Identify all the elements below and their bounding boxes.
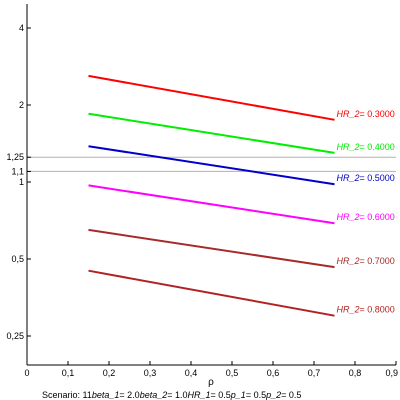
reference-lines <box>27 156 396 172</box>
series-label-value: = 0.5000 <box>360 173 395 183</box>
y-tick-label: 1,25 <box>6 152 24 162</box>
series-label: HR_2= 0.4000 <box>337 142 395 152</box>
y-tick-label: 0,5 <box>11 254 24 264</box>
x-tick-label: 0 <box>24 368 29 378</box>
series-label: HR_2= 0.8000 <box>337 305 395 315</box>
x-tick-label: 0,4 <box>185 368 198 378</box>
series-line <box>88 228 335 269</box>
scenario-label: Scenario: <box>42 390 83 400</box>
series-label-variable: HR_2 <box>337 109 360 119</box>
y-tick-label: 1,1 <box>11 166 24 176</box>
param-value: = 0.5 <box>246 390 266 400</box>
series-label-value: = 0.3000 <box>360 109 395 119</box>
series-line <box>88 184 335 225</box>
y-tick-label: 4 <box>19 23 24 33</box>
scenario-value: 11 <box>83 390 92 400</box>
series-label: HR_2= 0.7000 <box>337 256 395 266</box>
x-tick-label: 0,7 <box>308 368 321 378</box>
x-tick-label: 0,6 <box>267 368 280 378</box>
series-label: HR_2= 0.5000 <box>337 173 395 183</box>
series-label-value: = 0.7000 <box>360 256 395 266</box>
x-tick-label: 0,5 <box>226 368 239 378</box>
param-value: = 0.5 <box>211 390 231 400</box>
series-label-variable: HR_2 <box>337 173 360 183</box>
y-tick-label: 1 <box>19 177 24 187</box>
param-name: p_2 <box>265 390 281 400</box>
x-tick-label: 0,1 <box>62 368 75 378</box>
param-value: = 1.0 <box>167 390 187 400</box>
y-ticks: 0,25 0,5 11,1 1,25 2 4 <box>6 23 31 341</box>
series-label-value: = 0.4000 <box>360 142 395 152</box>
x-tick-label: 0,9 <box>385 368 398 378</box>
series-line <box>88 145 335 186</box>
series-label-variable: HR_2 <box>337 142 360 152</box>
param-name: HR_1 <box>188 390 211 400</box>
series-label-variable: HR_2 <box>337 212 360 222</box>
x-tick-label: 0,3 <box>144 368 157 378</box>
param-name: beta_2 <box>140 390 168 400</box>
param-value: = 2.0 <box>119 390 139 400</box>
series-line <box>88 112 335 154</box>
series-lines <box>88 74 335 317</box>
series-line <box>88 74 335 121</box>
series-line <box>88 269 335 317</box>
series-label: HR_2= 0.3000 <box>337 109 395 119</box>
y-tick-label: 0,25 <box>6 331 24 341</box>
x-tick-label: 0,2 <box>103 368 116 378</box>
series-label-variable: HR_2 <box>337 305 360 315</box>
scenario-caption: Scenario: 11beta_1= 2.0beta_2= 1.0HR_1= … <box>42 390 301 400</box>
x-tick-label: 0,8 <box>349 368 362 378</box>
series-label-value: = 0.8000 <box>360 305 395 315</box>
axes <box>26 4 396 366</box>
series-label-value: = 0.6000 <box>360 212 395 222</box>
param-name: p_1 <box>230 390 246 400</box>
x-axis-title: ρ <box>208 377 214 388</box>
y-tick-label: 2 <box>19 100 24 110</box>
param-value: = 0.5 <box>281 390 301 400</box>
series-label: HR_2= 0.6000 <box>337 212 395 222</box>
series-label-variable: HR_2 <box>337 256 360 266</box>
x-ticks: 0 0,1 0,2 0,3 0,4 0,5 0,6 0,7 0,8 0,9 <box>24 361 398 378</box>
param-name: beta_1 <box>92 390 120 400</box>
